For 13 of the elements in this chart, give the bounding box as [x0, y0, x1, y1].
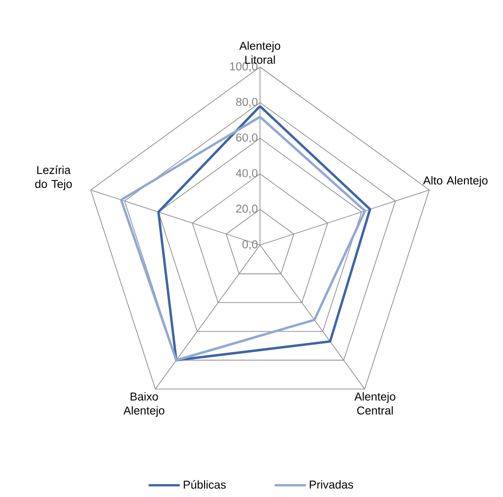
spoke-label: Alentejo Central [354, 392, 396, 415]
y-tick-label: 60,0 [236, 133, 258, 143]
y-tick-label: 80,0 [236, 98, 258, 108]
spoke-label: Baixo Alentejo [123, 392, 164, 417]
y-tick-label: 100,0 [230, 62, 258, 72]
spoke-label: Alto Alentejo [423, 176, 488, 187]
y-tick-label: 20,0 [236, 204, 258, 214]
spoke-label: Alentejo Litoral [239, 41, 280, 64]
legend-label: Privadas [310, 480, 354, 489]
legend-label: Públicas [184, 480, 226, 489]
y-tick-label: 0,0 [242, 240, 258, 250]
y-tick-label: 40,0 [236, 169, 258, 179]
spoke-label: Lezíria do Tejo [35, 166, 72, 190]
